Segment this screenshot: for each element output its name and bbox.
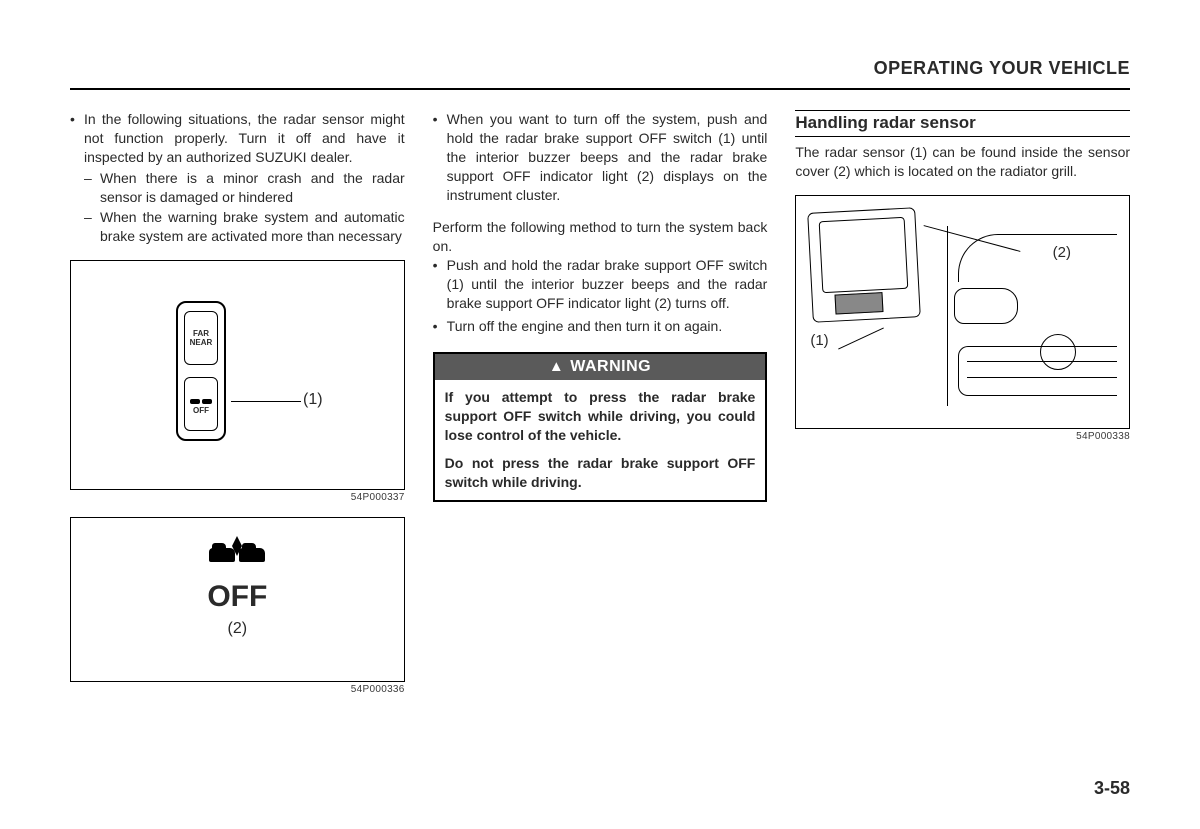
col1-sub1: When there is a minor crash and the rada… (84, 169, 405, 207)
col1-intro-item: In the following situations, the radar s… (70, 110, 405, 246)
column-3: Handling radar sensor The radar sensor (… (795, 110, 1130, 695)
switch-far-label: FAR (193, 329, 209, 339)
col2-bullets-steps: Push and hold the radar brake support OF… (433, 256, 768, 336)
radiator-grill-icon (958, 346, 1117, 396)
warning-box: ▲ WARNING If you attempt to press the rad… (433, 352, 768, 502)
warning-triangle-icon: ▲ (549, 358, 564, 375)
fig2-callout-2: (2) (228, 620, 248, 638)
column-1: In the following situations, the radar s… (70, 110, 405, 695)
figure-switch: FAR NEAR OFF (1) (70, 260, 405, 490)
car-icon-right (239, 548, 265, 562)
content-columns: In the following situations, the radar s… (70, 110, 1130, 695)
warning-header: ▲ WARNING (435, 354, 766, 380)
handling-radar-heading: Handling radar sensor (795, 110, 1130, 137)
headlight-icon (954, 288, 1018, 324)
warning-body: If you attempt to press the radar brake … (435, 380, 766, 500)
sensor-cover-callout-circle (1040, 334, 1076, 370)
col2-bullets-top: When you want to turn off the system, pu… (433, 110, 768, 204)
vehicle-front-illustration (947, 226, 1117, 406)
column-2: When you want to turn off the system, pu… (433, 110, 768, 695)
switch-off-button: OFF (184, 377, 218, 431)
switch-off-label: OFF (193, 406, 209, 415)
radar-sensor-unit-icon (808, 207, 922, 323)
col1-intro: In the following situations, the radar s… (84, 111, 405, 165)
col1-sublist: When there is a minor crash and the rada… (84, 169, 405, 247)
warning-p1: If you attempt to press the radar brake … (445, 388, 756, 445)
switch-near-label: NEAR (190, 338, 213, 348)
fig3-callout-2: (2) (1053, 244, 1071, 261)
section-header: OPERATING YOUR VEHICLE (874, 58, 1130, 79)
col3-p1: The radar sensor (1) can be found inside… (795, 143, 1130, 181)
switch-far-near-button: FAR NEAR (184, 311, 218, 365)
page-number: 3-58 (1094, 778, 1130, 799)
header-rule (70, 88, 1130, 90)
fig3-leader-1 (838, 327, 884, 349)
off-indicator-text: OFF (207, 580, 267, 614)
collision-star-icon (232, 536, 242, 546)
off-indicator-cars-icon (209, 548, 265, 562)
fig1-leader-line (231, 401, 301, 402)
col1-sub2: When the warning brake system and automa… (84, 208, 405, 246)
warning-p2: Do not press the radar brake support OFF… (445, 454, 756, 492)
col1-bullets: In the following situations, the radar s… (70, 110, 405, 246)
col2-step2: Turn off the engine and then turn it on … (433, 317, 768, 336)
fig2-caption: 54P000336 (70, 684, 405, 695)
figure-radar-sensor: (1) (2) (795, 195, 1130, 429)
fig3-callout-1: (1) (810, 332, 828, 349)
fig3-caption: 54P000338 (795, 431, 1130, 442)
col2-p2: Perform the following method to turn the… (433, 218, 768, 256)
fig1-caption: 54P000337 (70, 492, 405, 503)
warning-title: WARNING (570, 358, 651, 375)
fig1-callout-1: (1) (303, 391, 323, 409)
switch-outline: FAR NEAR OFF (176, 301, 226, 441)
car-collision-icon (190, 394, 212, 404)
col2-p1: When you want to turn off the system, pu… (433, 110, 768, 204)
col2-step1: Push and hold the radar brake support OF… (433, 256, 768, 313)
figure-off-indicator: OFF (2) (70, 517, 405, 682)
